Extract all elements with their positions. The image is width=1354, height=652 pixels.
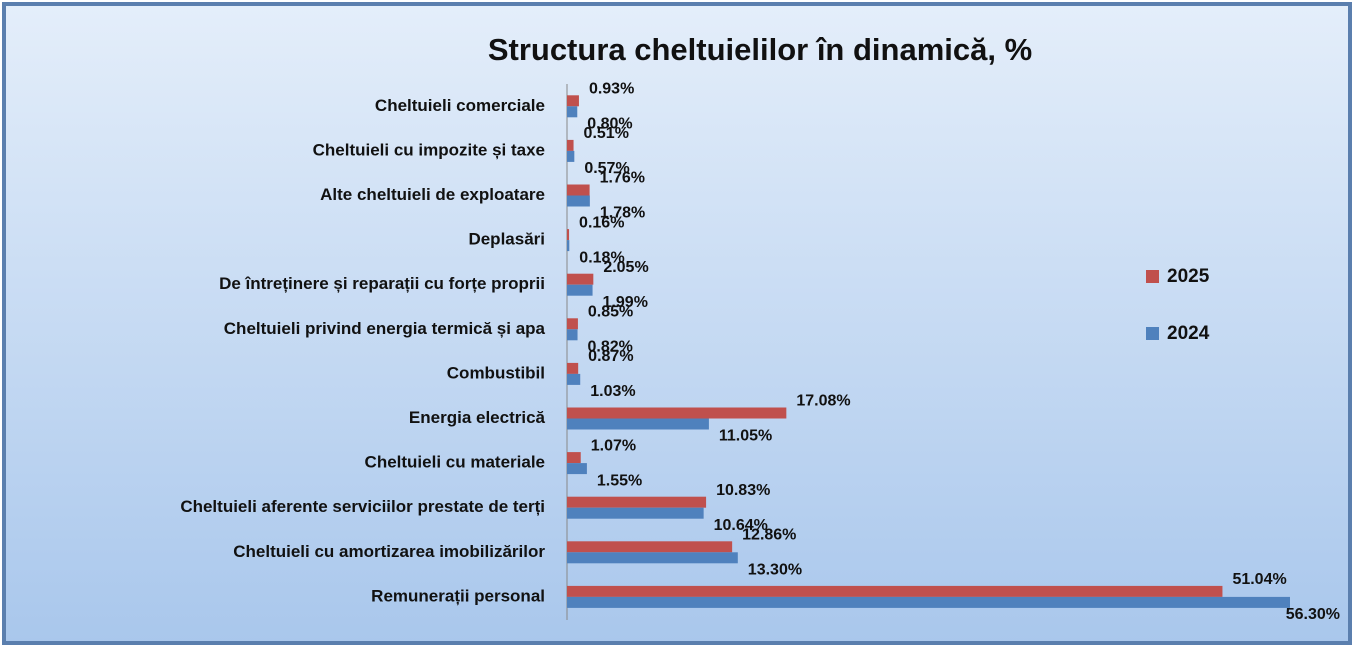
bar (567, 362, 579, 374)
bar (567, 273, 594, 285)
value-label: 0.18% (579, 249, 624, 266)
bar (567, 585, 1223, 597)
value-label: 11.05% (719, 428, 772, 445)
value-label: 10.64% (714, 517, 768, 534)
bar (567, 452, 581, 464)
bar (567, 418, 709, 430)
bar (567, 507, 704, 519)
bar (567, 373, 581, 385)
category-label: Energia electrică (409, 408, 546, 427)
value-label: 2.05% (603, 259, 648, 276)
value-label: 1.78% (600, 205, 645, 222)
bar (567, 195, 590, 207)
category-label: Cheltuieli cu impozite și taxe (313, 140, 545, 159)
bar (567, 229, 570, 241)
bar (567, 106, 578, 118)
value-label: 0.87% (588, 348, 633, 365)
category-label: Cheltuieli aferente serviciilor prestate… (180, 497, 545, 516)
value-label: 17.08% (796, 393, 850, 410)
bar (567, 284, 593, 296)
category-label: Alte cheltuieli de exploatare (320, 185, 545, 204)
value-label: 0.57% (584, 160, 629, 177)
chart-title: Structura cheltuielilor în dinamică, % (488, 32, 1032, 67)
category-label: Combustibil (447, 363, 545, 382)
bar (567, 496, 707, 508)
category-label: De întreținere și reparații cu forțe pro… (219, 274, 545, 293)
value-label: 0.82% (588, 339, 633, 356)
value-label: 1.07% (591, 437, 636, 454)
bar (567, 541, 733, 553)
category-label: Deplasări (468, 230, 545, 249)
value-label: 51.04% (1232, 571, 1286, 588)
legend-label: 2025 (1167, 266, 1210, 287)
bar (567, 552, 738, 564)
bar (567, 318, 578, 330)
value-label: 1.99% (603, 294, 648, 311)
bar (567, 463, 587, 475)
legend-swatch (1146, 270, 1159, 283)
value-label: 1.03% (590, 383, 635, 400)
bar (567, 95, 579, 107)
value-label: 12.86% (742, 527, 796, 544)
value-label: 0.80% (587, 116, 632, 133)
bar (567, 184, 590, 196)
bar (567, 150, 575, 162)
category-label: Cheltuieli cu amortizarea imobilizărilor (233, 542, 545, 561)
value-label: 13.30% (748, 562, 802, 579)
category-label: Cheltuieli privind energia termică și ap… (224, 319, 546, 338)
value-label: 0.85% (588, 304, 633, 321)
legend-swatch (1146, 327, 1159, 340)
category-label: Cheltuieli cu materiale (365, 453, 545, 472)
value-label: 0.93% (589, 81, 634, 98)
bar (567, 329, 578, 341)
legend-label: 2024 (1167, 323, 1210, 344)
value-label: 1.76% (600, 170, 645, 187)
value-label: 56.30% (1286, 606, 1340, 623)
bar (567, 240, 570, 252)
bar (567, 596, 1290, 608)
bar (567, 139, 574, 151)
category-label: Cheltuieli comerciale (375, 96, 545, 115)
value-label: 1.55% (597, 472, 642, 489)
value-label: 0.16% (579, 214, 624, 231)
value-label: 0.51% (584, 125, 629, 142)
category-label: Remunerații personal (371, 586, 545, 605)
bar (567, 407, 787, 419)
value-label: 10.83% (716, 482, 770, 499)
